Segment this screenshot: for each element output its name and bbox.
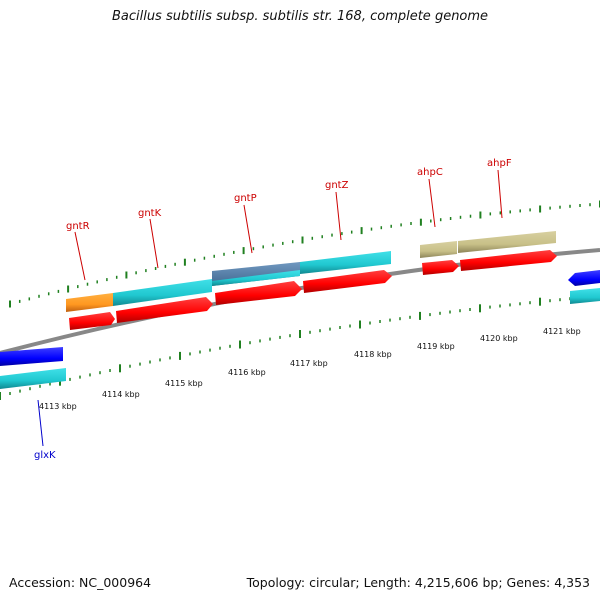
gene-label-glxK[interactable]: glxK <box>34 450 56 461</box>
gene-label-ahpC[interactable]: ahpC <box>417 167 443 178</box>
callout-line-gntK <box>149 218 159 269</box>
cds-arrow-ahpF[interactable] <box>460 250 557 271</box>
gene-bar-gntZ[interactable] <box>300 251 391 274</box>
scale-label: 4115 kbp <box>165 379 203 388</box>
callout-line-ahpF <box>497 169 503 219</box>
forward-gene-track <box>66 231 600 312</box>
forward-cds-track <box>69 250 557 330</box>
scale-label: 4116 kbp <box>228 368 266 377</box>
callout-line-gntP <box>243 204 253 254</box>
callout-line-glxK <box>37 399 44 447</box>
gene-label-gntR[interactable]: gntR <box>66 221 90 232</box>
gene-bar-right-edge <box>570 288 600 304</box>
gene-label-gntP[interactable]: gntP <box>234 193 257 204</box>
scale-label: 4120 kbp <box>480 334 518 343</box>
gene-bar-gntP-lower <box>212 270 300 286</box>
scale-label: 4119 kbp <box>417 342 455 351</box>
cds-arrow-gntK[interactable] <box>116 297 213 323</box>
reverse-gene-track <box>0 270 600 389</box>
gene-callouts <box>37 169 503 447</box>
gene-label-gntK[interactable]: gntK <box>138 208 162 219</box>
gene-label-gntZ[interactable]: gntZ <box>325 180 349 191</box>
scale-label: 4114 kbp <box>102 390 140 399</box>
scale-label: 4121 kbp <box>543 327 581 336</box>
accession-text: Accession: NC_000964 <box>9 575 152 590</box>
callout-line-ahpC <box>428 178 436 228</box>
gene-labels: gntR gntK gntP gntZ ahpC ahpF glxK <box>34 158 512 461</box>
callout-line-gntZ <box>335 191 342 241</box>
gene-bar-glxK[interactable] <box>0 368 66 389</box>
callout-line-gntR <box>74 231 86 281</box>
cds-arrow-ahpC[interactable] <box>422 260 459 275</box>
cds-arrow-gntR[interactable] <box>69 312 115 330</box>
outer-tick-ring <box>9 200 600 308</box>
genome-summary-text: Topology: circular; Length: 4,215,606 bp… <box>246 575 590 590</box>
scale-label: 4117 kbp <box>290 359 328 368</box>
gene-bar-ahpF[interactable] <box>458 231 556 253</box>
gene-label-ahpF[interactable]: ahpF <box>487 158 512 169</box>
scale-label: 4113 kbp <box>39 402 77 411</box>
cds-arrow-right-edge[interactable] <box>568 270 600 286</box>
gene-bar-ahpC[interactable] <box>420 241 457 258</box>
map-title: Bacillus subtilis subsp. subtilis str. 1… <box>111 9 489 24</box>
scale-label: 4118 kbp <box>354 350 392 359</box>
cds-arrow-gntP[interactable] <box>215 281 302 305</box>
gene-bar-gntR[interactable] <box>66 293 113 312</box>
gene-bar-gntK[interactable] <box>113 279 212 306</box>
scale-labels: 4113 kbp 4114 kbp 4115 kbp 4116 kbp 4117… <box>39 327 581 411</box>
cds-arrow-gntZ[interactable] <box>303 270 392 293</box>
cds-arrow-glxK[interactable] <box>0 347 63 366</box>
